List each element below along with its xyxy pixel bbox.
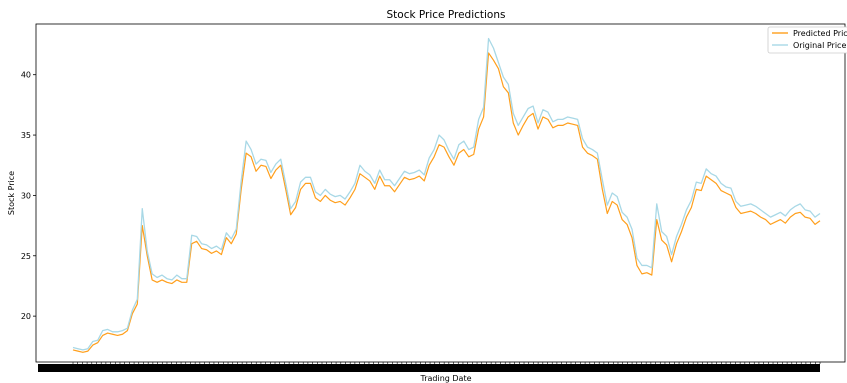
legend: Predicted Price Original Price <box>767 26 847 54</box>
legend-label-predicted: Predicted Price <box>793 29 847 38</box>
series-line-original-price <box>72 37 821 351</box>
series-line-predicted-price <box>72 52 821 353</box>
series-lines <box>72 37 821 353</box>
legend-label-original: Original Price <box>793 41 846 50</box>
x-tick-labels-overlap <box>38 364 820 372</box>
y-tick-label: 40 <box>21 71 31 80</box>
x-axis <box>38 362 821 372</box>
y-axis: 20 25 30 35 40 <box>21 71 36 321</box>
y-axis-label: Stock Price <box>7 171 16 215</box>
x-axis-label: Trading Date <box>419 374 471 383</box>
y-tick-label: 30 <box>21 191 31 200</box>
plot-area <box>35 23 846 363</box>
chart-title: Stock Price Predictions <box>387 9 506 21</box>
y-tick-label: 35 <box>21 131 31 140</box>
y-tick-label: 20 <box>21 312 31 321</box>
y-tick-label: 25 <box>21 252 31 261</box>
